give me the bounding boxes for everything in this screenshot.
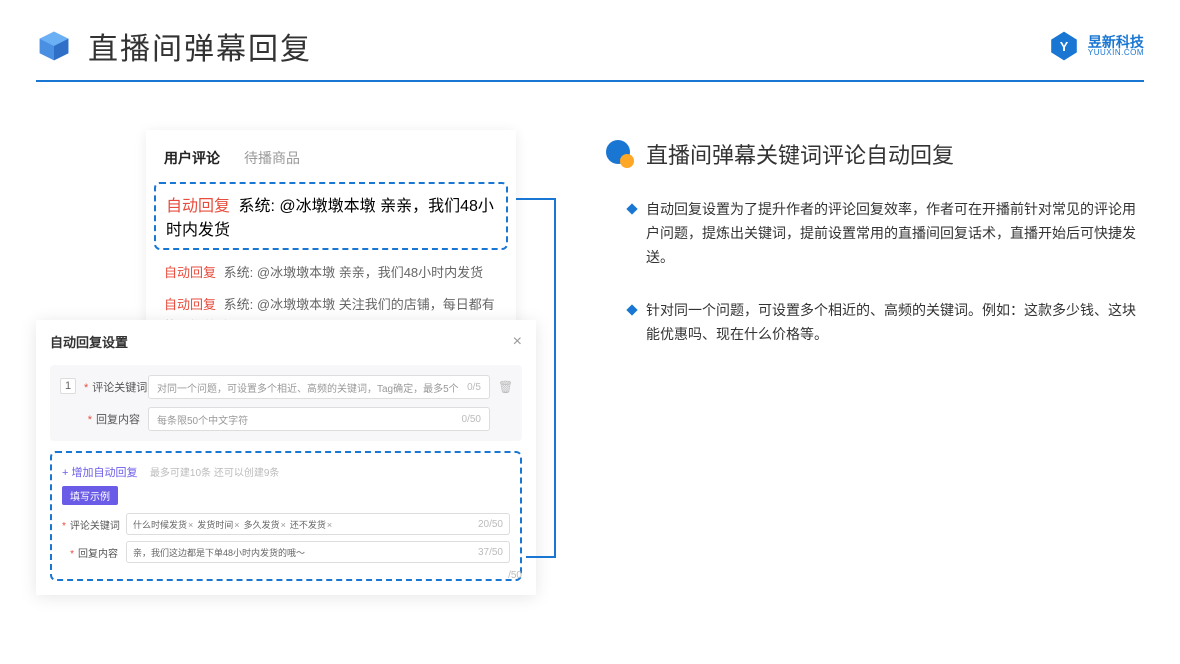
- cube-icon: [36, 28, 72, 64]
- point-text: 自动回复设置为了提升作者的评论回复效率，作者可在开播前针对常见的评论用户问题，提…: [646, 198, 1144, 269]
- connector-line: [554, 198, 556, 558]
- page-title: 直播间弹幕回复: [88, 24, 312, 68]
- content-input[interactable]: 每条限50个中文字符 0/50: [148, 407, 490, 431]
- keyword-label: *评论关键词: [84, 379, 140, 395]
- example-badge: 填写示例: [62, 486, 118, 505]
- form-section: 1 *评论关键词 对同一个问题，可设置多个相近、高频的关键词，Tag确定，最多5…: [50, 365, 522, 441]
- section-title: 直播间弹幕关键词评论自动回复: [646, 138, 954, 170]
- bottom-counter: /50: [508, 570, 522, 581]
- counter: 0/50: [462, 414, 481, 425]
- point-text: 针对同一个问题，可设置多个相近的、高频的关键词。例如：这款多少钱、这块能优惠吗、…: [646, 299, 1144, 347]
- auto-reply-tag: 自动回复: [166, 198, 230, 215]
- close-icon[interactable]: ×: [513, 333, 522, 351]
- tag: 什么时候发货×: [133, 518, 193, 531]
- auto-reply-tag: 自动回复: [164, 297, 216, 312]
- counter: 37/50: [478, 547, 503, 558]
- comment-text: @冰墩墩本墩 亲亲，我们48小时内发货: [257, 265, 483, 280]
- diamond-icon: [626, 305, 637, 316]
- bullet-icon: [606, 140, 634, 168]
- example-content-label: *回复内容: [62, 545, 118, 560]
- comment-sys: 系统:: [224, 297, 254, 312]
- diamond-icon: [626, 203, 637, 214]
- point-item: 针对同一个问题，可设置多个相近的、高频的关键词。例如：这款多少钱、这块能优惠吗、…: [628, 299, 1144, 347]
- svg-text:Y: Y: [1060, 39, 1069, 54]
- connector-line: [516, 198, 556, 200]
- row-number: 1: [60, 378, 76, 394]
- screenshot-panel: 用户评论 待播商品 自动回复 系统: @冰墩墩本墩 亲亲，我们48小时内发货 自…: [36, 130, 536, 377]
- example-box: + 增加自动回复 最多可建10条 还可以创建9条 填写示例 *评论关键词 什么时…: [50, 451, 522, 581]
- trash-icon[interactable]: 🗑: [498, 380, 512, 394]
- comment-item: 自动回复 系统: @冰墩墩本墩 亲亲，我们48小时内发货: [164, 262, 498, 284]
- counter: 0/5: [467, 382, 481, 393]
- add-hint: 最多可建10条 还可以创建9条: [150, 468, 279, 479]
- logo-icon: Y: [1048, 30, 1080, 62]
- comment-sys: 系统:: [238, 198, 274, 215]
- tag: 发货时间×: [197, 518, 239, 531]
- comment-highlighted: 自动回复 系统: @冰墩墩本墩 亲亲，我们48小时内发货: [154, 182, 508, 250]
- point-item: 自动回复设置为了提升作者的评论回复效率，作者可在开播前针对常见的评论用户问题，提…: [628, 198, 1144, 269]
- auto-reply-tag: 自动回复: [164, 265, 216, 280]
- tag: 还不发货×: [290, 518, 332, 531]
- keyword-input[interactable]: 对同一个问题，可设置多个相近、高频的关键词，Tag确定，最多5个 0/5: [148, 375, 490, 399]
- counter: 20/50: [478, 519, 503, 530]
- add-reply-link[interactable]: + 增加自动回复: [62, 464, 137, 480]
- settings-panel: 自动回复设置 × 1 *评论关键词 对同一个问题，可设置多个相近、高频的关键词，…: [36, 320, 536, 595]
- page-header: 直播间弹幕回复 Y 昱新科技 YUUXIN.COM: [0, 0, 1180, 80]
- logo-text-en: YUUXIN.COM: [1088, 49, 1144, 57]
- connector-line: [526, 556, 556, 558]
- example-keyword-input[interactable]: 什么时候发货× 发货时间× 多久发货× 还不发货× 20/50: [126, 513, 510, 535]
- tabs: 用户评论 待播商品: [164, 148, 498, 168]
- description-panel: 直播间弹幕关键词评论自动回复 自动回复设置为了提升作者的评论回复效率，作者可在开…: [606, 130, 1144, 377]
- logo-text-cn: 昱新科技: [1088, 35, 1144, 49]
- comment-sys: 系统:: [224, 265, 254, 280]
- tab-user-comments[interactable]: 用户评论: [164, 148, 220, 168]
- content-label: *回复内容: [84, 411, 140, 427]
- tab-pending-products[interactable]: 待播商品: [244, 148, 300, 168]
- settings-title: 自动回复设置: [50, 332, 128, 351]
- example-content-input[interactable]: 亲，我们这边都是下单48小时内发货的哦～ 37/50: [126, 541, 510, 563]
- tag: 多久发货×: [244, 518, 286, 531]
- brand-logo: Y 昱新科技 YUUXIN.COM: [1048, 30, 1144, 62]
- example-keyword-label: *评论关键词: [62, 517, 118, 532]
